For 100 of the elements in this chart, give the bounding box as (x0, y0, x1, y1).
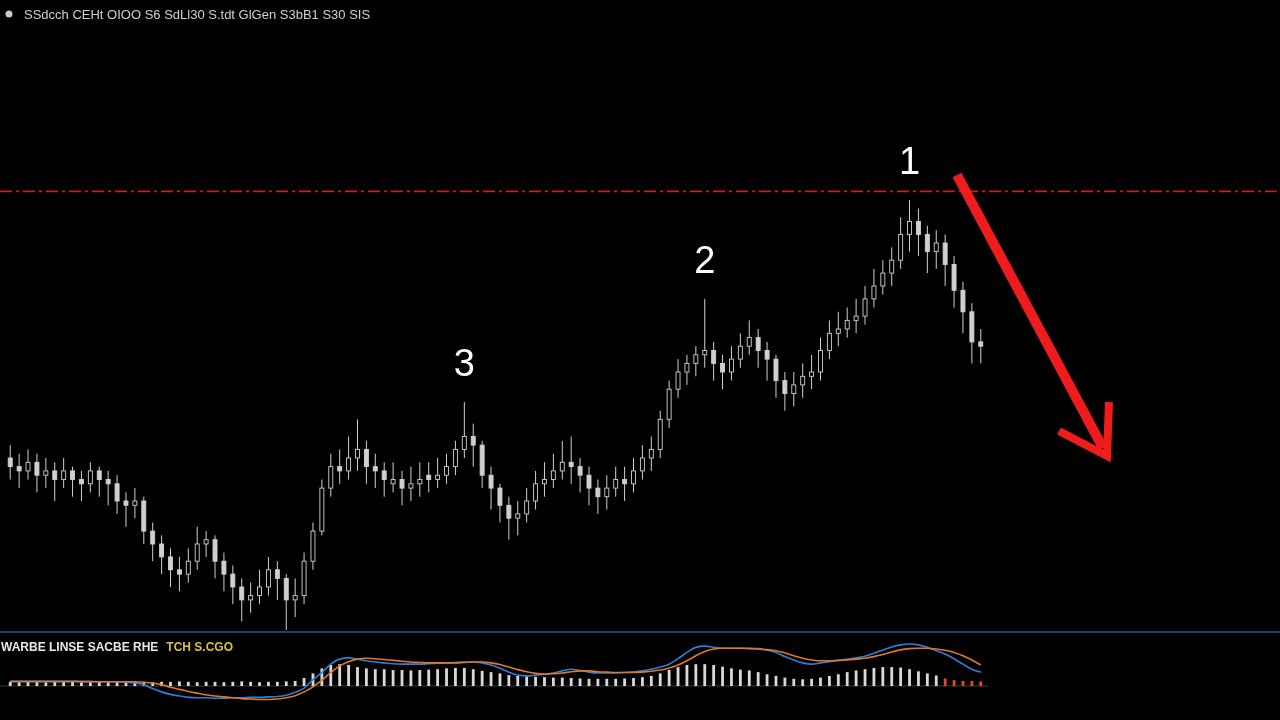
candlestick (711, 341, 717, 382)
candlestick (87, 461, 93, 493)
bar (195, 682, 199, 686)
candlestick (7, 444, 13, 480)
bar (667, 670, 671, 686)
candlestick (675, 358, 681, 399)
bar (356, 667, 359, 686)
candlestick (773, 354, 779, 399)
bar (596, 678, 600, 686)
chart-title: WARBE LINSE SACBE RHE (1, 640, 159, 654)
bar (454, 667, 457, 686)
bar (240, 681, 244, 686)
bar (267, 681, 270, 686)
candlestick (764, 341, 770, 382)
candlestick (720, 354, 726, 390)
bar (249, 681, 253, 686)
candlestick (132, 487, 138, 519)
candlestick (203, 530, 209, 558)
candlestick (283, 573, 289, 631)
candlestick (915, 208, 921, 257)
candlestick (613, 466, 619, 498)
candlestick (907, 199, 912, 253)
bar (658, 673, 662, 686)
bar (427, 669, 431, 686)
candlestick (684, 354, 690, 386)
candlestick (844, 307, 850, 339)
candlestick (960, 281, 966, 334)
candlestick (328, 453, 334, 498)
candlestick (408, 466, 414, 502)
candlestick (533, 470, 539, 511)
candlestick (622, 466, 628, 502)
bar (382, 669, 386, 686)
candlestick (577, 457, 583, 493)
bar (525, 676, 529, 686)
candlestick (337, 448, 343, 485)
bar (854, 670, 858, 686)
candlestick (426, 461, 432, 493)
candlestick (702, 298, 708, 369)
candlestick (461, 401, 467, 459)
candlestick (399, 470, 405, 506)
bar (178, 681, 181, 686)
bar (819, 677, 822, 686)
candlestick (363, 440, 369, 485)
candlestick (809, 354, 815, 390)
candlestick (61, 457, 67, 489)
candlestick (800, 362, 806, 399)
candlestick (631, 457, 636, 493)
candlestick (248, 582, 254, 614)
candlestick (978, 328, 984, 364)
bar (730, 668, 733, 686)
candlestick (34, 453, 40, 493)
annotation: 1 (898, 140, 921, 182)
bar (275, 681, 279, 686)
candlestick (292, 577, 298, 618)
bar (641, 677, 644, 686)
bar (721, 666, 724, 686)
candlestick (639, 444, 645, 480)
bar (845, 672, 849, 686)
candlestick (729, 345, 734, 382)
candlestick (604, 474, 610, 511)
candlestick (746, 319, 752, 356)
candlestick (444, 453, 449, 485)
annotation: 2 (694, 238, 716, 281)
candlestick (105, 470, 111, 506)
candlestick (435, 457, 441, 489)
annotation: 3 (453, 342, 475, 385)
candlestick (123, 491, 129, 528)
candlestick (25, 448, 31, 480)
candlestick (265, 556, 271, 597)
bar (703, 664, 707, 686)
bar (605, 678, 609, 686)
candlestick (524, 487, 530, 523)
candlestick (194, 526, 200, 571)
bar (979, 681, 983, 686)
candlestick (176, 556, 182, 592)
bar (338, 664, 342, 686)
candlestick (185, 547, 191, 584)
bar (694, 664, 698, 686)
bar (373, 669, 377, 686)
candlestick (515, 500, 521, 536)
bar (418, 670, 422, 686)
candlestick (43, 457, 49, 489)
bar (293, 680, 297, 686)
candlestick (818, 337, 823, 382)
candlestick (648, 436, 654, 472)
bar (560, 677, 564, 686)
bar (738, 669, 742, 686)
bar (284, 681, 288, 686)
bar (747, 670, 751, 686)
candlestick (933, 229, 939, 270)
candlestick (470, 423, 476, 468)
bar (623, 678, 627, 686)
candlestick (212, 534, 218, 579)
bar (836, 674, 840, 686)
candlestick (542, 461, 547, 498)
bar (970, 680, 974, 686)
bar (810, 678, 813, 686)
candlestick (889, 246, 895, 287)
candlestick (390, 461, 396, 493)
bar (881, 667, 885, 686)
